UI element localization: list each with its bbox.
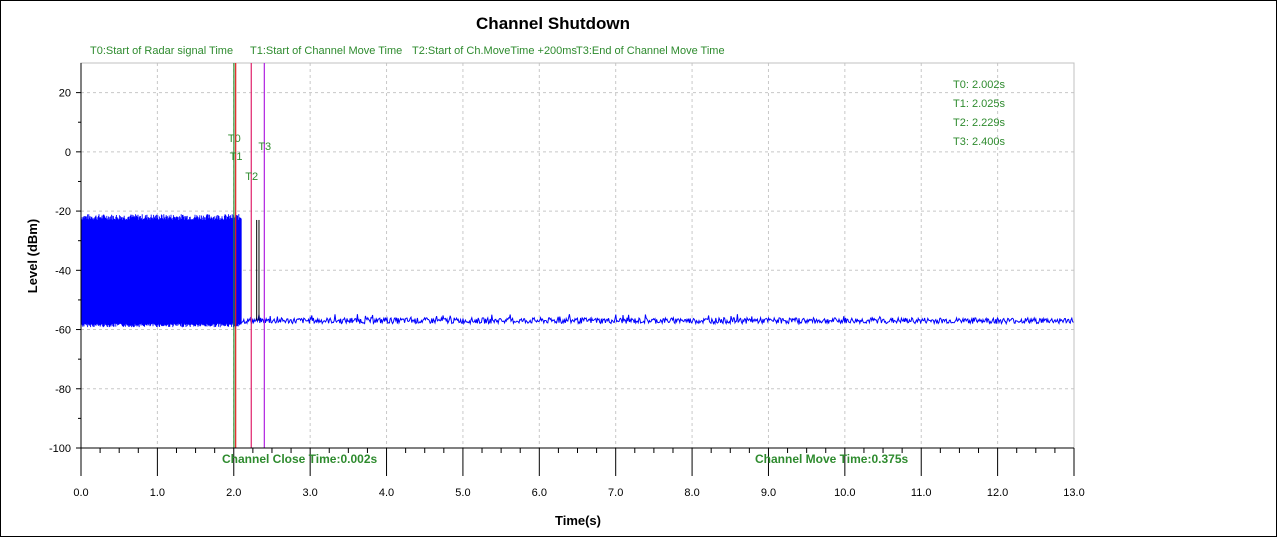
marker-label-t3: T3	[258, 141, 271, 153]
chart-title: Channel Shutdown	[476, 14, 630, 33]
marker-readout-t2: T2: 2.229s	[953, 117, 1005, 129]
y-tick-layer: 20 0 -20 -40 -60 -80 -100	[49, 88, 81, 455]
x-tick-label: 3.0	[303, 487, 318, 499]
x-tick-label: 1.0	[150, 487, 165, 499]
marker-label-t1: T1	[230, 151, 243, 163]
legend-t2-definition: T2:Start of Ch.MoveTime +200ms	[412, 45, 577, 57]
channel-move-time-label: Channel Move Time:0.375s	[755, 452, 908, 466]
x-tick-label: 8.0	[684, 487, 699, 499]
y-tick-label: -20	[55, 206, 71, 218]
series-line-radar-pulses	[80, 214, 242, 328]
marker-readout-t3: T3: 2.400s	[953, 136, 1005, 148]
y-tick-label: -60	[55, 325, 71, 337]
marker-readout-t1: T1: 2.025s	[953, 98, 1005, 110]
marker-readout-panel: T0: 2.002s T1: 2.025s T2: 2.229s T3: 2.400s	[953, 79, 1005, 148]
x-tick-label: 7.0	[608, 487, 623, 499]
y-tick-label: -80	[55, 384, 71, 396]
x-tick-layer: 0.0 1.0 2.0 3.0 4.0 5.0 6.0 7.0 8.0 9.0 10.0 11.0 12…	[73, 448, 1085, 499]
channel-close-time-label: Channel Close Time:0.002s	[222, 452, 378, 466]
marker-label-t2: T2	[245, 171, 258, 183]
marker-label-t0: T0	[228, 133, 241, 145]
x-tick-label: 5.0	[455, 487, 470, 499]
series-line-noise-floor	[241, 314, 1074, 326]
y-tick-label: -40	[55, 265, 71, 277]
legend-t0-definition: T0:Start of Radar signal Time	[90, 45, 233, 57]
y-tick-label: -100	[49, 443, 71, 455]
x-tick-label: 9.0	[761, 487, 776, 499]
x-tick-label: 6.0	[532, 487, 547, 499]
x-tick-label: 12.0	[987, 487, 1008, 499]
x-tick-label: 10.0	[834, 487, 855, 499]
x-tick-label: 4.0	[379, 487, 394, 499]
x-tick-label: 2.0	[226, 487, 241, 499]
y-tick-label: 20	[59, 88, 71, 100]
y-axis-label: Level (dBm)	[25, 219, 40, 293]
legend-t1-definition: T1:Start of Channel Move Time	[250, 45, 402, 57]
x-tick-label: 11.0	[911, 487, 932, 499]
x-tick-label: 0.0	[73, 487, 88, 499]
y-tick-label: 0	[65, 147, 71, 159]
legend-t3-definition: T3:End of Channel Move Time	[576, 45, 725, 57]
marker-readout-t0: T0: 2.002s	[953, 79, 1005, 91]
x-axis-label: Time(s)	[555, 513, 601, 528]
series-layer	[80, 214, 1074, 328]
x-tick-label: 13.0	[1063, 487, 1084, 499]
